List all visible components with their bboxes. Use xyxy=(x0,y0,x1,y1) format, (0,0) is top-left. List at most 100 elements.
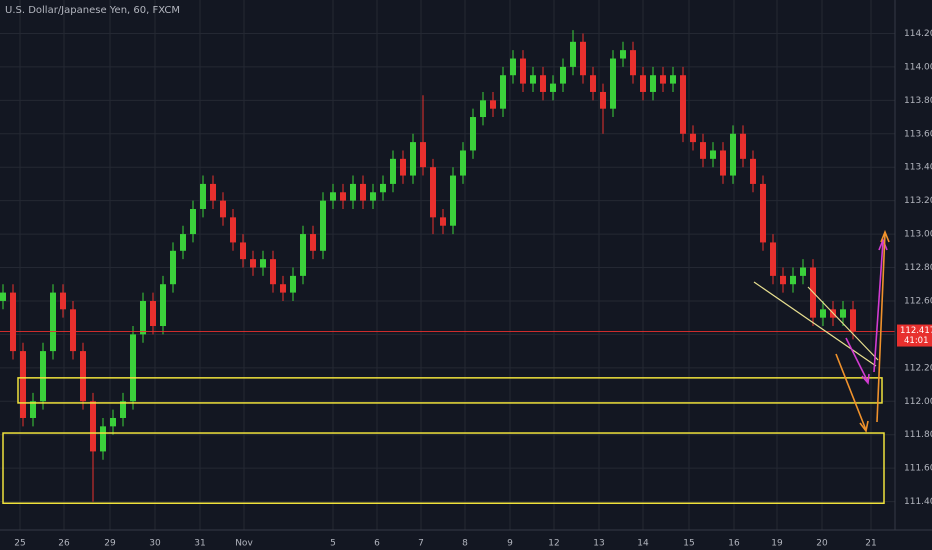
y-tick-label: 112.200 xyxy=(904,363,932,373)
x-tick-label: 12 xyxy=(548,539,559,549)
candle-body xyxy=(200,183,206,209)
arrow xyxy=(876,232,886,423)
candle-body xyxy=(110,417,116,427)
candle-body xyxy=(730,133,736,176)
candle-body xyxy=(410,142,416,176)
candle-body xyxy=(380,183,386,193)
candle-body xyxy=(430,167,436,218)
candle-body xyxy=(470,117,476,151)
candle-body xyxy=(700,142,706,159)
candle-body xyxy=(780,275,786,285)
x-tick-label: 25 xyxy=(14,539,25,549)
candles xyxy=(0,30,856,502)
x-tick-label: 21 xyxy=(865,539,876,549)
candle-body xyxy=(580,41,586,76)
candle-body xyxy=(10,292,16,352)
candle-body xyxy=(240,242,246,260)
candle-body xyxy=(670,75,676,84)
candle-body xyxy=(420,142,426,168)
last-price-label: 112.417 xyxy=(900,326,932,336)
y-tick-label: 112.600 xyxy=(904,296,932,306)
y-tick-label: 113.800 xyxy=(904,96,932,106)
y-tick-label: 113.400 xyxy=(904,163,932,173)
candle-body xyxy=(840,309,846,318)
arrow-head xyxy=(880,229,890,243)
candle-body xyxy=(140,300,146,335)
candle-body xyxy=(20,351,26,418)
candle-body xyxy=(260,259,266,268)
candle-body xyxy=(560,66,566,84)
last-price-badge xyxy=(897,324,932,347)
wedge-line xyxy=(753,281,877,367)
y-tick-label: 111.800 xyxy=(904,430,932,440)
candle-body xyxy=(400,158,406,176)
grid xyxy=(0,0,895,530)
candle-body xyxy=(480,100,486,118)
candle-body xyxy=(440,217,446,226)
candle-body xyxy=(660,75,666,84)
candle-body xyxy=(130,334,136,402)
candle-body xyxy=(490,100,496,109)
overlay xyxy=(0,331,895,504)
arrow-head xyxy=(861,373,870,385)
candle-body xyxy=(0,292,6,301)
candle-body xyxy=(680,75,686,134)
candle-body xyxy=(210,183,216,201)
candle-body xyxy=(160,284,166,327)
candle-body xyxy=(850,309,856,332)
candle-body xyxy=(280,284,286,293)
y-tick-label: 111.400 xyxy=(904,497,932,507)
arrow xyxy=(845,337,869,383)
x-tick-label: 5 xyxy=(330,539,336,549)
x-tick-label: 29 xyxy=(104,539,116,549)
candle-body xyxy=(710,150,716,159)
x-tick-label: 6 xyxy=(374,539,380,549)
arrow-head xyxy=(859,420,869,433)
candle-body xyxy=(570,41,576,67)
candle-body xyxy=(650,75,656,92)
candle-body xyxy=(640,75,646,92)
candle-body xyxy=(800,267,806,276)
x-tick-label: 20 xyxy=(816,539,828,549)
candle-body xyxy=(350,183,356,201)
candle-body xyxy=(300,234,306,276)
x-tick-label: 19 xyxy=(771,539,783,549)
y-tick-label: 113.200 xyxy=(904,196,932,206)
candle-body xyxy=(610,58,616,109)
y-tick-label: 114.000 xyxy=(904,62,932,72)
candle-body xyxy=(270,259,276,285)
candle-body xyxy=(60,292,66,310)
candle-body xyxy=(740,133,746,159)
candle-body xyxy=(510,58,516,76)
candle-body xyxy=(150,300,156,327)
candle-body xyxy=(70,309,76,352)
x-tick-label: 9 xyxy=(507,539,513,549)
candle-body xyxy=(760,183,766,243)
candle-body xyxy=(690,133,696,143)
x-tick-label: 13 xyxy=(593,539,604,549)
x-tick-label: 8 xyxy=(462,539,468,549)
candle-body xyxy=(600,91,606,109)
candle-body xyxy=(360,183,366,201)
candle-body xyxy=(190,208,196,235)
candle-body xyxy=(540,75,546,92)
arrow-head xyxy=(878,237,888,251)
candle-body xyxy=(220,200,226,218)
candle-body xyxy=(30,401,36,418)
candle-body xyxy=(750,158,756,184)
candle-body xyxy=(120,401,126,418)
x-tick-label: 7 xyxy=(418,539,424,549)
candle-body xyxy=(450,175,456,226)
candle-body xyxy=(290,275,296,293)
x-tick-label: 30 xyxy=(149,539,161,549)
candle-body xyxy=(620,50,626,59)
candle-body xyxy=(530,75,536,84)
y-tick-label: 114.200 xyxy=(904,29,932,39)
candle-body xyxy=(770,242,776,276)
x-tick-label: Nov xyxy=(235,539,253,549)
y-tick-label: 113.600 xyxy=(904,129,932,139)
wedge-line xyxy=(807,286,879,361)
candle-body xyxy=(100,426,106,452)
